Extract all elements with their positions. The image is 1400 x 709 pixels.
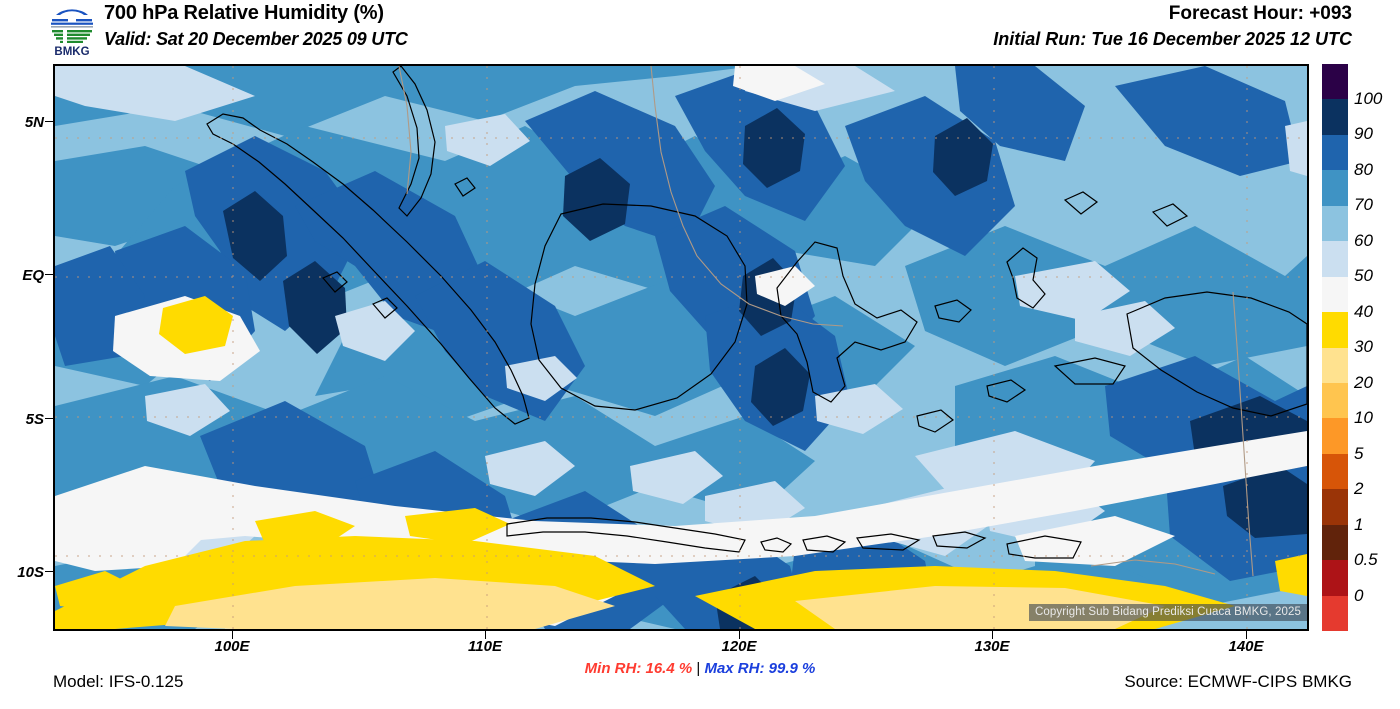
x-axis-label-130e: 130E: [974, 638, 1010, 655]
x-axis-label-120e: 120E: [721, 638, 757, 655]
bmkg-logo: BMKG: [40, 2, 104, 58]
min-max-separator: |: [696, 660, 701, 677]
colorbar-label-40: 40: [1354, 302, 1373, 321]
valid-time-label: Valid: Sat 20 December 2025 09 UTC: [104, 29, 408, 49]
colorbar-swatch-9: [1322, 382, 1348, 419]
colorbar-label-1: 1: [1354, 515, 1364, 534]
colorbar-label-0: 0: [1354, 586, 1364, 605]
colorbar-swatch-10: [1322, 418, 1348, 454]
colorbar-swatch-8: [1322, 347, 1348, 383]
y-axis-label-10s: 10S: [17, 564, 44, 581]
colorbar-label-70: 70: [1354, 195, 1373, 214]
x-axis-label-140e: 140E: [1228, 638, 1264, 655]
copyright-watermark: Copyright Sub Bidang Prediksi Cuaca BMKG…: [1028, 604, 1307, 621]
y-axis-label-5s: 5S: [25, 411, 44, 428]
y-axis-label-eq: EQ: [22, 267, 44, 284]
colorbar-swatch-3: [1322, 170, 1348, 206]
colorbar-label-80: 80: [1354, 160, 1373, 179]
y-axis-tick-5n: [45, 121, 53, 122]
y-axis-tick-eq: [45, 274, 53, 275]
colorbar-swatch-7: [1322, 312, 1348, 348]
colorbar-label-30: 30: [1354, 337, 1373, 356]
title-block: 700 hPa Relative Humidity (%) Valid: Sat…: [104, 0, 744, 58]
x-axis-tick-120e: [739, 631, 740, 639]
model-label: Model: IFS-0.125: [53, 672, 184, 691]
page-title: 700 hPa Relative Humidity (%): [104, 2, 384, 24]
x-axis-tick-140e: [1246, 631, 1247, 639]
colorbar: [1322, 64, 1348, 631]
colorbar-swatch-14: [1322, 560, 1348, 596]
min-rh-label: Min RH: 16.4 %: [584, 660, 693, 677]
x-axis-tick-130e: [992, 631, 993, 639]
max-rh-label: Max RH: 99.9 %: [704, 660, 816, 677]
y-axis-tick-5s: [45, 418, 53, 419]
colorbar-label-20: 20: [1354, 373, 1373, 392]
map-canvas[interactable]: Copyright Sub Bidang Prediksi Cuaca BMKG…: [53, 64, 1309, 631]
colorbar-swatch-13: [1322, 524, 1348, 561]
colorbar-labels: 100 90 80 70 60 50 40 30 20 10 5 2 1 0.5…: [1354, 64, 1400, 631]
colorbar-swatch-6: [1322, 276, 1348, 313]
forecast-hour-label: Forecast Hour: +093: [1168, 3, 1352, 24]
coastline-layer: [206, 66, 1307, 559]
colorbar-label-10: 10: [1354, 408, 1373, 427]
bmkg-logo-icon: BMKG: [50, 6, 94, 58]
colorbar-label-0-5: 0.5: [1354, 550, 1378, 569]
bmkg-logo-text: BMKG: [54, 46, 89, 58]
colorbar-swatch-4: [1322, 205, 1348, 242]
min-max-rh-block: Min RH: 16.4 % | Max RH: 99.9 %: [0, 660, 1400, 677]
relative-humidity-field: [55, 66, 1307, 629]
colorbar-swatch-11: [1322, 453, 1348, 490]
x-axis-label-110e: 110E: [468, 638, 502, 655]
colorbar-swatch-12: [1322, 489, 1348, 525]
x-axis-tick-100e: [232, 631, 233, 639]
colorbar-label-50: 50: [1354, 266, 1373, 285]
x-axis-tick-110e: [485, 631, 486, 639]
source-label: Source: ECMWF-CIPS BMKG: [1124, 672, 1352, 691]
y-axis-tick-10s: [45, 571, 53, 572]
colorbar-swatch-5: [1322, 241, 1348, 277]
y-axis-label-5n: 5N: [24, 114, 44, 131]
colorbar-label-60: 60: [1354, 231, 1373, 250]
initial-run-label: Initial Run: Tue 16 December 2025 12 UTC: [993, 29, 1352, 49]
colorbar-label-5: 5: [1354, 444, 1364, 463]
colorbar-swatch-1: [1322, 99, 1348, 135]
x-axis-label-100e: 100E: [214, 638, 250, 655]
header-right-block: Forecast Hour: +093 Initial Run: Tue 16 …: [732, 0, 1352, 52]
colorbar-swatch-15: [1322, 595, 1348, 631]
colorbar-swatch-2: [1322, 134, 1348, 171]
colorbar-swatch-0: [1322, 64, 1348, 100]
colorbar-label-100: 100: [1354, 89, 1383, 108]
colorbar-label-90: 90: [1354, 124, 1373, 143]
country-border-layer: [398, 66, 1254, 577]
colorbar-label-2: 2: [1354, 479, 1364, 498]
